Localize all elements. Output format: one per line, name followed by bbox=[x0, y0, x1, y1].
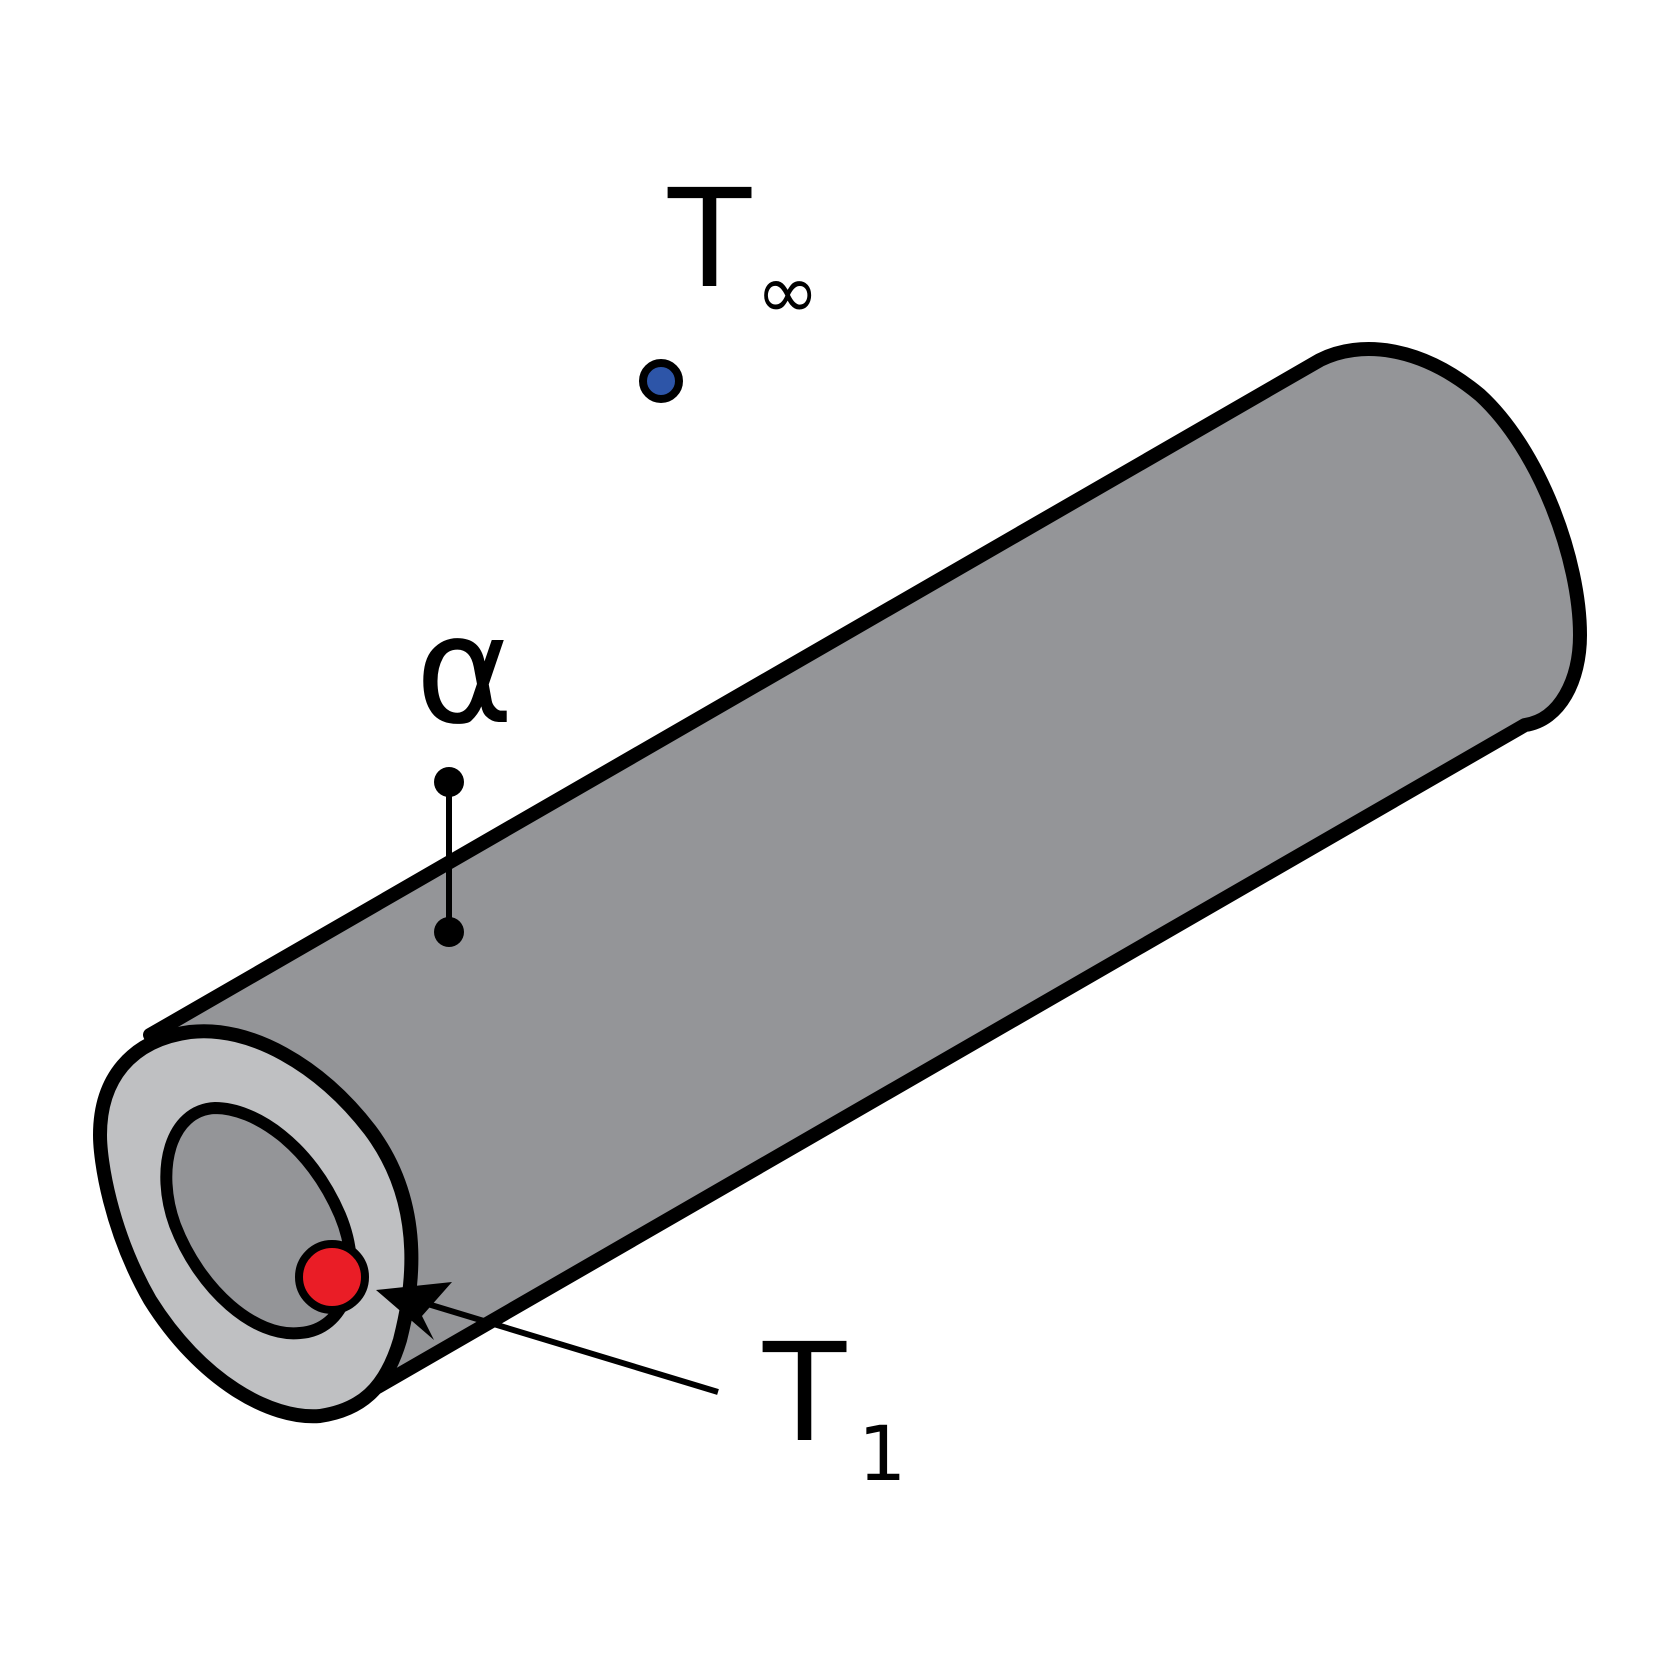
inner-temperature-label: T bbox=[762, 1315, 847, 1473]
ambient-temperature-marker bbox=[639, 359, 683, 403]
t1-leader-arrow-icon bbox=[376, 1282, 452, 1340]
inner-temperature-subscript: 1 bbox=[858, 1409, 906, 1498]
ambient-temperature-label: T bbox=[667, 161, 752, 319]
inner-temperature-marker bbox=[295, 1240, 369, 1314]
pipe-body bbox=[143, 342, 1587, 1407]
heat-transfer-coefficient-label: α bbox=[415, 584, 514, 758]
ambient-temperature-subscript: ∞ bbox=[756, 247, 819, 336]
alpha-marker-icon bbox=[434, 767, 464, 947]
t1-leader-line bbox=[407, 1295, 719, 1395]
